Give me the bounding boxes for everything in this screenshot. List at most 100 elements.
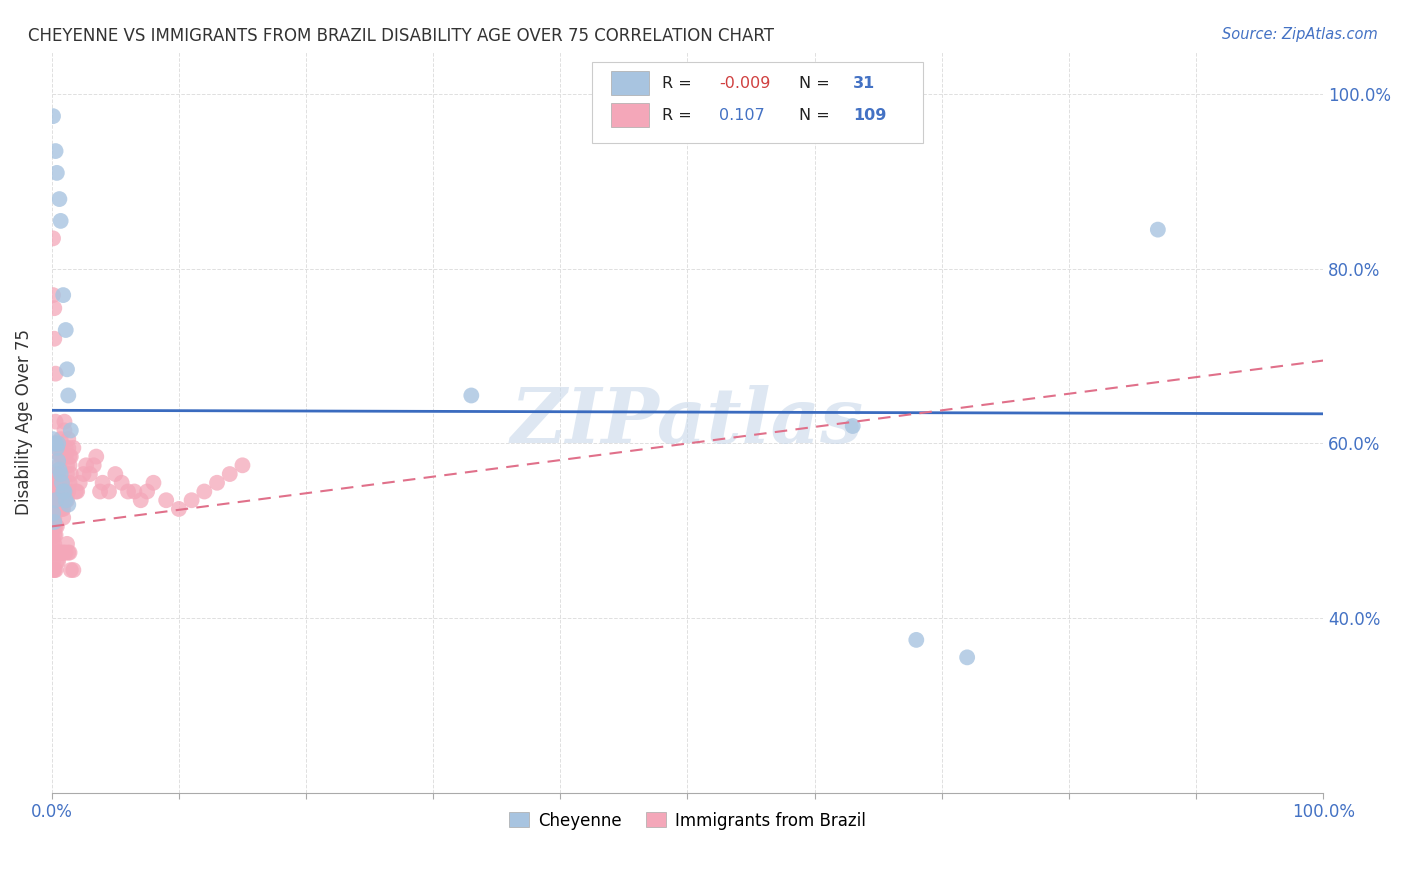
Point [45,493,67,508]
Point [42,432,65,446]
Point [155,493,177,508]
Point [59,450,82,464]
Point [44,493,66,508]
Text: 109: 109 [852,108,886,123]
Point [49,546,72,560]
Point [53,415,76,429]
Point [44,332,66,346]
Point [53,484,76,499]
Point [58,546,80,560]
Point [49,450,72,464]
Point [45,445,67,459]
Point [56,537,79,551]
Point [65,484,87,499]
Text: N =: N = [800,108,830,123]
Point [42,563,65,577]
Point [59,424,82,438]
Point [58,498,80,512]
Point [51,475,73,490]
Point [42,524,65,538]
Point [42,109,65,123]
Point [129,493,152,508]
Point [58,546,80,560]
Point [89,484,111,499]
Point [180,493,202,508]
Text: 0.107: 0.107 [720,108,765,123]
Point [44,563,66,577]
Point [42,231,65,245]
Point [1147,222,1170,236]
Point [42,533,65,547]
Point [45,502,67,516]
Y-axis label: Disability Age Over 75: Disability Age Over 75 [15,328,32,515]
Point [117,484,139,499]
Point [45,484,67,499]
Point [48,463,70,477]
Point [46,467,69,481]
Point [42,489,65,503]
Point [841,419,863,434]
Point [44,436,66,450]
Point [42,554,65,568]
Point [55,441,77,455]
Point [460,388,482,402]
Point [55,493,77,508]
FancyBboxPatch shape [612,71,650,95]
Point [58,484,80,499]
Point [956,650,979,665]
Point [111,475,134,490]
Point [45,441,67,455]
Point [42,288,65,302]
Point [51,484,73,499]
FancyBboxPatch shape [612,103,650,127]
Point [44,528,66,542]
Text: 31: 31 [852,76,875,91]
Point [62,441,84,455]
Point [142,475,165,490]
Point [46,554,69,568]
Point [46,475,69,490]
Point [79,467,101,481]
Point [44,537,66,551]
Point [42,541,65,556]
Point [205,475,228,490]
Point [45,563,67,577]
Point [218,467,240,481]
Point [49,214,72,228]
Point [167,502,190,516]
Point [72,467,94,481]
Point [45,493,67,508]
Point [48,502,70,516]
Point [52,510,75,524]
Point [51,546,73,560]
Point [44,301,66,316]
Point [45,367,67,381]
Point [53,424,76,438]
Point [56,362,79,376]
Point [49,475,72,490]
Point [56,493,79,508]
Point [231,458,253,473]
Point [44,510,66,524]
Point [42,506,65,520]
Point [46,475,69,490]
Point [193,484,215,499]
Point [45,144,67,158]
Point [44,519,66,533]
Point [45,519,67,533]
Point [48,546,70,560]
Point [52,502,75,516]
Point [55,450,77,464]
Point [905,632,928,647]
Point [84,450,107,464]
Point [46,436,69,450]
Point [42,546,65,560]
Text: -0.009: -0.009 [720,76,770,91]
Point [46,502,69,516]
Point [59,467,82,481]
Point [44,515,66,529]
Point [45,554,67,568]
Legend: Cheyenne, Immigrants from Brazil: Cheyenne, Immigrants from Brazil [503,805,872,837]
Point [52,546,75,560]
Text: R =: R = [662,76,692,91]
